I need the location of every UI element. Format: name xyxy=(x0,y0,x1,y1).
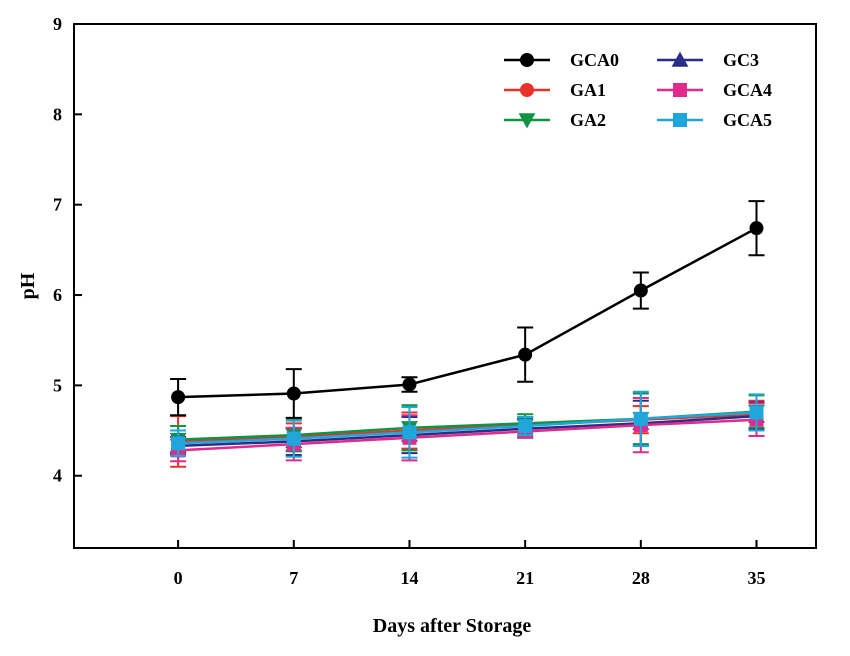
data-point xyxy=(518,419,533,434)
legend-label: GCA0 xyxy=(570,50,619,70)
legend-item-gc3: GC3 xyxy=(657,50,759,70)
data-point xyxy=(749,221,764,236)
x-tick-label: 28 xyxy=(632,568,650,588)
data-point xyxy=(749,405,764,420)
legend-label: GC3 xyxy=(723,50,759,70)
series-line xyxy=(178,411,757,445)
data-point xyxy=(518,347,533,362)
x-tick-label: 14 xyxy=(400,568,418,588)
x-tick-label: 0 xyxy=(174,568,183,588)
series-line xyxy=(178,418,757,452)
legend-item-gca5: GCA5 xyxy=(657,110,772,130)
legend-marker xyxy=(673,83,687,97)
legend-label: GA1 xyxy=(570,80,606,100)
y-tick-label: 8 xyxy=(53,104,62,124)
data-point xyxy=(286,386,301,401)
data-point xyxy=(402,377,417,392)
series-layer xyxy=(169,200,765,468)
data-point xyxy=(633,411,648,426)
legend-item-ga2: GA2 xyxy=(504,110,606,130)
series-line xyxy=(178,414,757,448)
legend-marker xyxy=(520,53,534,67)
data-point xyxy=(171,436,186,451)
y-tick-label: 5 xyxy=(53,375,62,395)
legend-marker xyxy=(671,51,689,67)
plot-frame xyxy=(73,23,817,549)
series-gca5 xyxy=(170,390,765,459)
data-point xyxy=(171,390,186,405)
legend-label: GCA5 xyxy=(723,110,772,130)
legend-item-ga1: GA1 xyxy=(504,80,606,100)
data-point xyxy=(633,283,648,298)
legend-item-gca4: GCA4 xyxy=(657,80,772,100)
legend-marker xyxy=(518,113,536,129)
x-tick-label: 21 xyxy=(516,568,534,588)
x-axis-title: Days after Storage xyxy=(373,615,532,637)
data-point xyxy=(402,425,417,440)
y-tick-label: 6 xyxy=(53,285,62,305)
legend-marker xyxy=(520,83,534,97)
data-point xyxy=(286,431,301,446)
legend-label: GA2 xyxy=(570,110,606,130)
y-tick-label: 7 xyxy=(53,195,62,215)
axis-ticks: 0 7 14 21 28 35 4 5 6 7 8 9 xyxy=(53,14,766,588)
series-gca0 xyxy=(170,200,765,419)
y-tick-label: 4 xyxy=(53,466,62,486)
series-line xyxy=(178,227,758,399)
x-tick-label: 35 xyxy=(748,568,766,588)
x-tick-label: 7 xyxy=(289,568,298,588)
y-tick-label: 9 xyxy=(53,14,62,34)
legend-item-gca0: GCA0 xyxy=(504,50,619,70)
legend-marker xyxy=(673,113,687,127)
legend: GCA0 GA1 GA2 GC3 GCA4 GCA5 xyxy=(504,50,772,130)
y-axis-title: pH xyxy=(17,272,39,299)
legend-label: GCA4 xyxy=(723,80,772,100)
